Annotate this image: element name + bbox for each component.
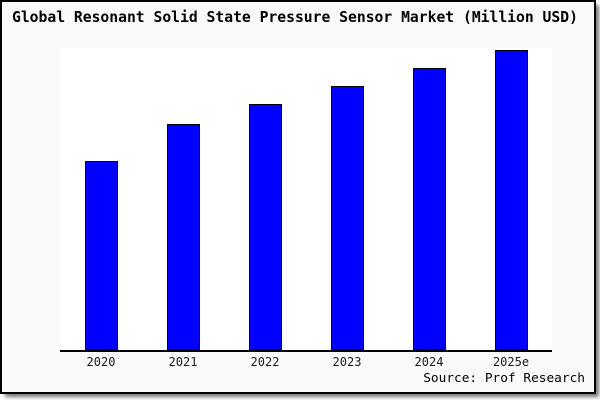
x-axis-tick-labels: 2020 2021 2022 2023 2024 2025e bbox=[60, 355, 552, 371]
x-tick-2020: 2020 bbox=[86, 355, 116, 369]
bar-2020 bbox=[84, 161, 118, 350]
chart-title: Global Resonant Solid State Pressure Sen… bbox=[12, 9, 578, 26]
bar-2025e bbox=[494, 50, 528, 350]
bar-2023 bbox=[330, 86, 364, 350]
chart-frame: Global Resonant Solid State Pressure Sen… bbox=[0, 0, 596, 394]
bar-2022 bbox=[248, 104, 282, 350]
bar-2024 bbox=[412, 68, 446, 350]
x-tick-2022: 2022 bbox=[250, 355, 280, 369]
bar-2021 bbox=[166, 123, 200, 350]
source-credit: Source: Prof Research bbox=[423, 371, 585, 386]
plot-area bbox=[60, 48, 552, 352]
x-tick-2025e: 2025e bbox=[492, 355, 530, 369]
x-tick-2021: 2021 bbox=[168, 355, 198, 369]
x-tick-2024: 2024 bbox=[414, 355, 444, 369]
x-tick-2023: 2023 bbox=[332, 355, 362, 369]
